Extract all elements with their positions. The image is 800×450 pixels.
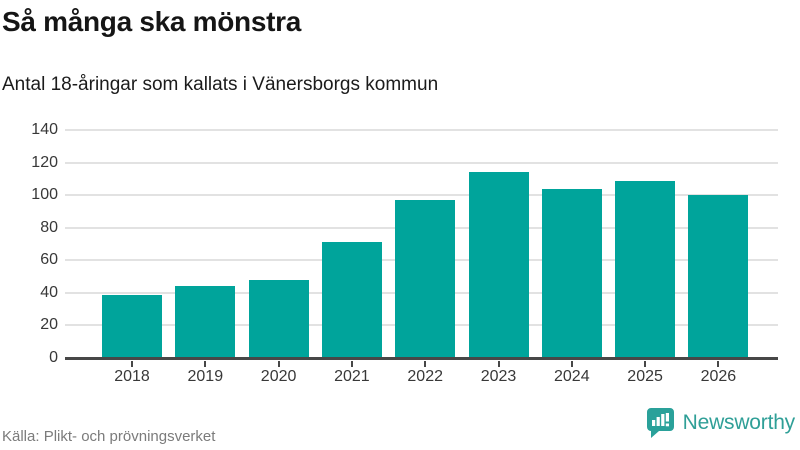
x-axis-tick-label: 2022 <box>407 368 443 385</box>
x-axis-tick-label: 2021 <box>334 368 370 385</box>
x-axis-line <box>65 357 778 360</box>
bar-2024 <box>541 188 602 358</box>
y-gridline <box>65 129 778 131</box>
x-axis-tick-label: 2023 <box>480 368 517 385</box>
source-note: Källa: Plikt- och prövningsverket <box>2 428 216 445</box>
newsworthy-chart-bubble-icon <box>644 406 676 440</box>
x-axis-tick <box>644 361 647 367</box>
y-axis-tick-label: 120 <box>31 153 58 171</box>
bar-2026 <box>688 195 749 358</box>
x-axis-tick-label: 2026 <box>700 368 737 385</box>
x-axis-tick-label: 2020 <box>260 368 297 385</box>
y-gridline <box>65 194 778 197</box>
y-axis-tick-label: 40 <box>40 283 58 301</box>
y-gridline <box>65 161 778 164</box>
x-axis-tick <box>131 361 133 367</box>
x-axis-tick-label: 2018 <box>114 368 150 385</box>
bar-2022 <box>395 200 456 358</box>
bar-2025 <box>615 180 676 358</box>
x-axis-tick <box>497 361 500 367</box>
y-axis-tick-label: 0 <box>49 349 58 366</box>
x-axis-tick <box>204 361 207 367</box>
x-axis-tick-label: 2025 <box>627 368 663 385</box>
brand-logo: Newsworthy <box>644 406 795 440</box>
chart-subtitle: Antal 18-åringar som kallats i Vänersbor… <box>2 74 439 95</box>
bar-2018 <box>102 294 162 358</box>
y-axis-tick-label: 80 <box>40 218 58 236</box>
y-axis-tick-label: 60 <box>40 251 58 269</box>
brand-name: Newsworthy <box>682 411 796 434</box>
chart-title: Så många ska mönstra <box>2 6 302 37</box>
plot-area <box>65 129 778 367</box>
x-axis-tick <box>570 361 573 367</box>
y-axis-tick-label: 140 <box>31 121 58 138</box>
bar-2023 <box>468 172 529 358</box>
y-axis-tick-label: 100 <box>31 186 58 204</box>
x-axis-tick <box>350 361 353 367</box>
x-axis-tick <box>424 361 427 367</box>
x-axis-tick <box>717 361 720 367</box>
x-axis-tick <box>277 361 280 367</box>
bar-2020 <box>248 279 309 358</box>
bar-2019 <box>175 286 236 358</box>
x-axis-tick-label: 2019 <box>187 368 224 385</box>
y-axis-tick-label: 20 <box>40 316 58 334</box>
x-axis-tick-label: 2024 <box>554 368 590 385</box>
bar-2021 <box>321 242 382 358</box>
